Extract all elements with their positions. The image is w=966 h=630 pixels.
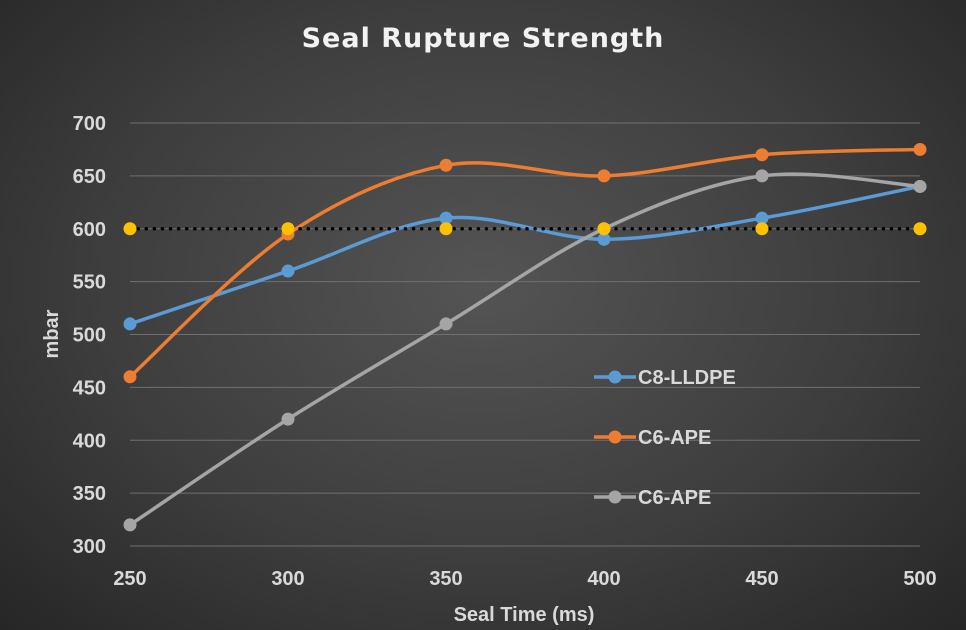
series-0-point-0 [123, 317, 137, 331]
series-3-point-4 [755, 222, 769, 236]
x-tick-label-300: 300 [271, 568, 304, 590]
series-1-point-2 [439, 158, 453, 172]
series-3-point-3 [597, 222, 611, 236]
y-tick-label-650: 650 [73, 166, 106, 188]
x-tick-label-400: 400 [587, 568, 620, 590]
x-tick-label-250: 250 [113, 568, 146, 590]
y-tick-label-500: 500 [73, 325, 106, 347]
y-tick-label-400: 400 [73, 430, 106, 452]
y-tick-label-300: 300 [73, 536, 106, 558]
series-1-point-5 [913, 142, 927, 156]
gridlines [130, 122, 920, 547]
series-3-point-0 [123, 222, 137, 236]
x-axis-ticks: 250 300 350 400 450 500 [113, 568, 936, 590]
series-1-point-3 [597, 169, 611, 183]
series-line-1 [128, 147, 922, 379]
y-tick-label-450: 450 [73, 377, 106, 399]
series-2-point-0 [123, 518, 137, 532]
series-2-point-1 [281, 412, 295, 426]
y-axis-title: mbar [41, 309, 63, 358]
series-2-point-5 [913, 179, 927, 193]
series-lines [128, 147, 922, 527]
series-2-point-2 [439, 317, 453, 331]
y-tick-label-550: 550 [73, 272, 106, 294]
y-tick-label-350: 350 [73, 483, 106, 505]
series-1-point-0 [123, 370, 137, 384]
x-tick-label-500: 500 [903, 568, 936, 590]
legend-label-1: C6-APE [638, 427, 711, 449]
series-0-point-2 [439, 211, 453, 225]
series-line-0 [128, 184, 922, 326]
series-markers [123, 142, 927, 532]
series-line-2 [128, 172, 922, 527]
legend-marker-0 [608, 370, 622, 384]
y-tick-label-600: 600 [73, 219, 106, 241]
series-0-point-1 [281, 264, 295, 278]
x-tick-label-450: 450 [745, 568, 778, 590]
x-axis-title: Seal Time (ms) [454, 604, 595, 626]
x-tick-label-350: 350 [429, 568, 462, 590]
legend-label-2: C6-APE [638, 487, 711, 509]
legend-marker-2 [608, 490, 622, 504]
series-3-point-5 [913, 222, 927, 236]
chart-title: Seal Rupture Strength [302, 23, 665, 54]
series-0-point-4 [755, 211, 769, 225]
legend-marker-1 [608, 430, 622, 444]
legend: C8-LLDPE C6-APE C6-APE [594, 367, 736, 509]
series-1-point-4 [755, 148, 769, 162]
series-0-point-3 [597, 232, 611, 246]
y-axis-ticks: 300 350 400 450 500 550 600 650 700 [73, 113, 106, 558]
legend-label-0: C8-LLDPE [638, 367, 736, 389]
series-2-point-4 [755, 169, 769, 183]
series-3-point-1 [281, 222, 295, 236]
y-tick-label-700: 700 [73, 113, 106, 135]
series-3-point-2 [439, 222, 453, 236]
